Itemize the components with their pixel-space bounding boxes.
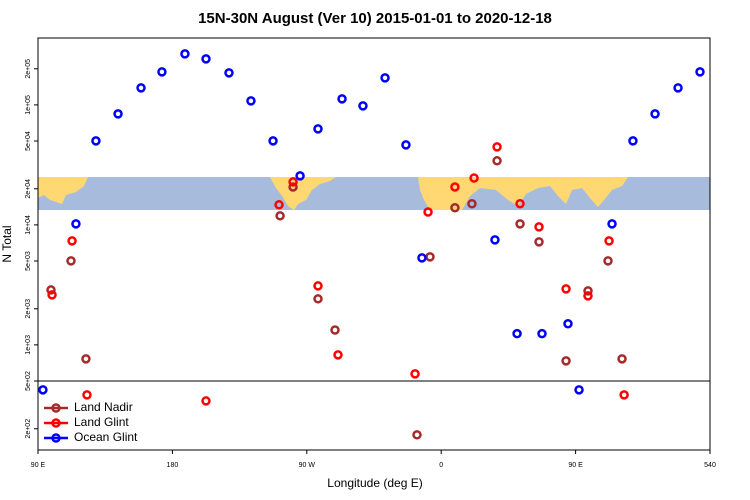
point	[313, 294, 323, 304]
x-tick-label: 180	[167, 462, 179, 469]
point	[423, 207, 433, 217]
point	[82, 390, 92, 400]
point	[492, 142, 502, 152]
x-tick-label: 540	[704, 462, 716, 469]
point	[38, 385, 48, 395]
point	[467, 199, 477, 209]
point	[358, 101, 368, 111]
point	[313, 281, 323, 291]
point	[412, 430, 422, 440]
point	[534, 222, 544, 232]
point	[113, 109, 123, 119]
point	[563, 318, 573, 329]
point	[574, 385, 584, 395]
point	[295, 171, 305, 181]
point	[515, 199, 525, 209]
point	[450, 182, 460, 192]
point	[512, 328, 522, 339]
x-tick-label: 90 E	[31, 462, 46, 469]
point	[628, 136, 638, 146]
chart-title: 15N-30N August (Ver 10) 2015-01-01 to 20…	[198, 10, 552, 27]
point	[537, 328, 547, 339]
point	[380, 73, 390, 83]
point	[695, 67, 705, 77]
point	[157, 67, 167, 77]
plot-frame	[37, 37, 711, 451]
point	[450, 202, 460, 213]
point	[619, 390, 629, 400]
point	[561, 284, 571, 294]
point	[673, 83, 683, 93]
point	[333, 350, 343, 360]
point	[401, 140, 411, 150]
x-tick-label: 90 E	[568, 462, 583, 469]
point	[47, 290, 57, 300]
y-tick-label: 1e+03	[25, 335, 32, 355]
point	[180, 49, 190, 59]
y-tick-label: 1e+05	[25, 95, 32, 115]
point	[224, 68, 234, 78]
point	[607, 219, 617, 229]
y-tick-label: 5e+02	[25, 371, 32, 391]
point	[268, 136, 278, 146]
point	[337, 94, 347, 104]
y-axis-label: N Total	[0, 225, 14, 262]
point	[288, 177, 298, 187]
point	[67, 236, 77, 246]
y-tick-label: 1e+04	[25, 215, 32, 235]
point	[490, 235, 500, 245]
y-tick-label: 2e+03	[25, 299, 32, 319]
point	[417, 253, 427, 263]
legend-label: Land Glint	[74, 415, 129, 429]
legend-label: Ocean Glint	[74, 430, 138, 444]
point	[313, 124, 323, 134]
point	[425, 252, 435, 262]
y-tick-label: 2e+05	[25, 59, 32, 79]
point	[91, 136, 101, 146]
point	[274, 200, 284, 210]
y-tick-label: 2e+02	[25, 419, 32, 439]
legend-label: Land Nadir	[74, 400, 133, 414]
point	[603, 256, 613, 266]
point	[201, 54, 211, 64]
point	[650, 109, 660, 119]
point	[71, 219, 81, 229]
map-strip	[38, 177, 710, 210]
point	[81, 354, 91, 364]
y-tick-label: 5e+03	[25, 251, 32, 271]
point	[561, 356, 571, 366]
point	[246, 96, 256, 106]
point	[66, 256, 76, 266]
point	[534, 237, 544, 247]
point	[515, 219, 525, 229]
x-tick-label: 0	[439, 462, 443, 469]
legend-marker	[51, 403, 61, 413]
x-axis-label: Longitude (deg E)	[327, 476, 422, 490]
point	[330, 325, 340, 335]
point	[46, 285, 56, 295]
point	[469, 173, 479, 183]
y-tick-label: 2e+04	[25, 179, 32, 199]
point	[201, 396, 211, 406]
legend-marker	[51, 418, 61, 428]
point	[492, 156, 502, 166]
y-tick-label: 5e+04	[25, 131, 32, 151]
point	[410, 369, 420, 379]
point	[617, 354, 627, 364]
x-tick-label: 90 W	[299, 462, 316, 469]
point	[604, 236, 614, 246]
point	[288, 182, 298, 192]
point	[583, 291, 593, 301]
point	[583, 286, 593, 296]
point	[275, 211, 285, 221]
legend-marker	[51, 433, 61, 443]
point	[136, 83, 146, 93]
